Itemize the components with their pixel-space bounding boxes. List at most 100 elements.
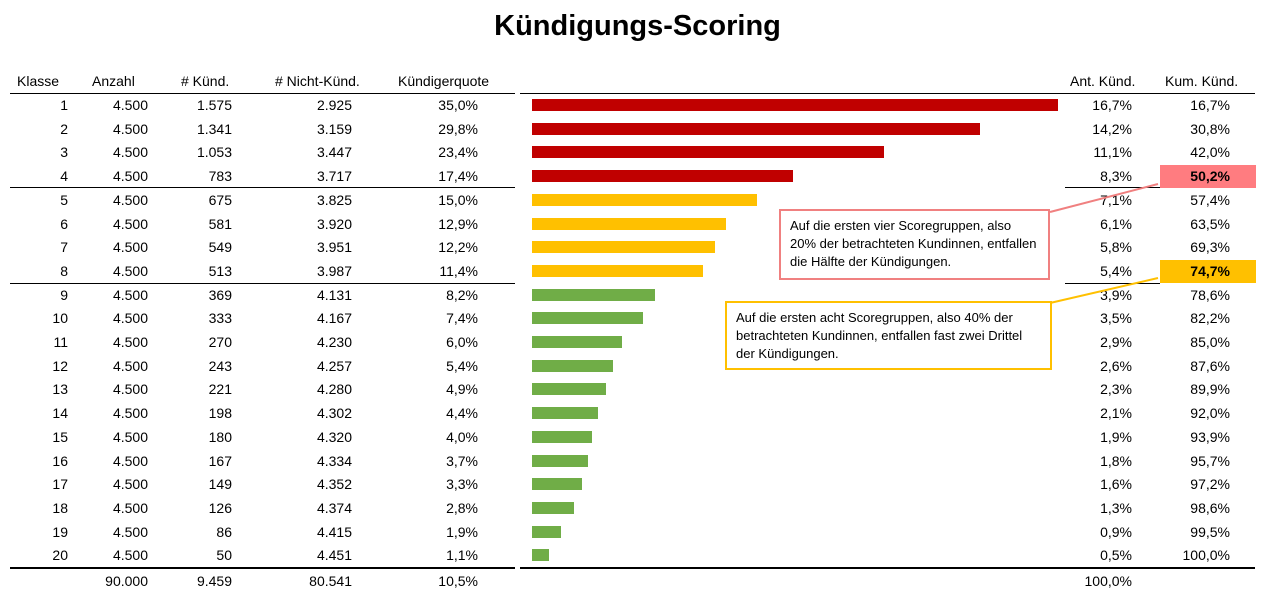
row-nicht-kuend: 4.374 <box>316 499 352 516</box>
row-anzahl: 4.500 <box>112 215 148 232</box>
total-ant-kuend: 100,0% <box>1084 573 1132 589</box>
row-ant-kuend: 6,1% <box>1100 215 1132 232</box>
row-klasse: 6 <box>60 215 68 232</box>
row-kum-kuend: 74,7% <box>1190 262 1230 279</box>
row-kum-kuend: 89,9% <box>1190 381 1230 398</box>
row-ant-kuend: 0,9% <box>1100 523 1132 540</box>
bar <box>532 549 549 562</box>
row-quote: 2,8% <box>446 499 478 516</box>
row-ant-kuend: 8,3% <box>1100 168 1132 185</box>
row-klasse: 13 <box>52 381 68 398</box>
row-kum-kuend: 98,6% <box>1190 499 1230 516</box>
row-kum-kuend: 82,2% <box>1190 310 1230 327</box>
header-rule <box>520 93 1065 94</box>
row-ant-kuend: 1,9% <box>1100 428 1132 445</box>
row-anzahl: 4.500 <box>112 405 148 422</box>
row-anzahl: 4.500 <box>112 334 148 350</box>
row-kum-kuend: 87,6% <box>1190 357 1230 374</box>
row-klasse: 1 <box>60 97 68 113</box>
row-quote: 1,9% <box>446 523 478 540</box>
bar <box>532 383 606 396</box>
bar <box>532 217 726 230</box>
row-quote: 4,0% <box>446 428 478 445</box>
row-anzahl: 4.500 <box>112 120 148 137</box>
row-ant-kuend: 2,6% <box>1100 357 1132 374</box>
row-anzahl: 4.500 <box>112 381 148 398</box>
row-kuend: 1.341 <box>196 120 232 137</box>
row-anzahl: 4.500 <box>112 547 148 564</box>
row-ant-kuend: 3,9% <box>1100 286 1132 303</box>
row-anzahl: 4.500 <box>112 168 148 185</box>
row-nicht-kuend: 3.920 <box>316 215 352 232</box>
row-anzahl: 4.500 <box>112 144 148 161</box>
row-kuend: 167 <box>208 452 232 469</box>
row-klasse: 12 <box>52 357 68 374</box>
row-anzahl: 4.500 <box>112 262 148 279</box>
row-kuend: 513 <box>208 262 232 279</box>
row-klasse: 9 <box>60 286 68 303</box>
row-quote: 17,4% <box>438 168 478 185</box>
row-nicht-kuend: 3.447 <box>316 144 352 161</box>
row-kum-kuend: 93,9% <box>1190 428 1230 445</box>
row-kum-kuend: 63,5% <box>1190 215 1230 232</box>
bar <box>532 501 575 514</box>
row-ant-kuend: 2,1% <box>1100 405 1132 422</box>
row-nicht-kuend: 3.951 <box>316 239 352 256</box>
row-kum-kuend: 16,7% <box>1190 97 1230 113</box>
row-anzahl: 4.500 <box>112 239 148 256</box>
row-ant-kuend: 3,5% <box>1100 310 1132 327</box>
row-klasse: 11 <box>53 334 68 350</box>
row-kum-kuend: 78,6% <box>1190 286 1230 303</box>
row-quote: 8,2% <box>446 286 478 303</box>
row-kum-kuend: 69,3% <box>1190 239 1230 256</box>
row-kum-kuend: 99,5% <box>1190 523 1230 540</box>
row-kuend: 50 <box>216 547 232 564</box>
row-kuend: 1.575 <box>196 97 232 113</box>
row-kum-kuend: 100,0% <box>1182 547 1230 564</box>
row-kuend: 86 <box>216 523 232 540</box>
row-quote: 1,1% <box>446 547 478 564</box>
row-nicht-kuend: 3.825 <box>316 191 352 208</box>
bar <box>532 525 561 538</box>
row-anzahl: 4.500 <box>112 357 148 374</box>
row-klasse: 17 <box>52 476 68 493</box>
chart-title: Kündigungs-Scoring <box>494 10 781 42</box>
row-nicht-kuend: 2.925 <box>316 97 352 113</box>
callout-leader-first <box>1049 183 1159 213</box>
row-kum-kuend: 97,2% <box>1190 476 1230 493</box>
row-klasse: 8 <box>60 262 68 279</box>
row-ant-kuend: 1,8% <box>1100 452 1132 469</box>
header-rule <box>1065 93 1255 94</box>
row-klasse: 2 <box>60 120 68 137</box>
row-ant-kuend: 5,4% <box>1100 262 1132 279</box>
row-ant-kuend: 5,8% <box>1100 239 1132 256</box>
row-kuend: 783 <box>208 168 232 185</box>
bar <box>532 99 1058 111</box>
row-quote: 11,4% <box>439 262 478 279</box>
row-klasse: 5 <box>60 191 68 208</box>
row-kuend: 221 <box>208 381 232 398</box>
header-rule <box>10 93 515 94</box>
bar <box>532 264 704 277</box>
totals-rule <box>10 567 515 569</box>
row-quote: 7,4% <box>446 310 478 327</box>
header-anzahl: Anzahl <box>92 73 135 89</box>
row-nicht-kuend: 4.131 <box>316 286 352 303</box>
row-klasse: 16 <box>52 452 68 469</box>
bar <box>532 193 758 206</box>
bar <box>532 241 716 254</box>
row-anzahl: 4.500 <box>112 286 148 303</box>
total-nicht-kuend: 80.541 <box>309 573 352 589</box>
bar <box>532 122 980 135</box>
row-anzahl: 4.500 <box>112 97 148 113</box>
row-anzahl: 4.500 <box>112 310 148 327</box>
row-quote: 5,4% <box>446 357 478 374</box>
row-quote: 35,0% <box>438 97 478 113</box>
row-anzahl: 4.500 <box>112 499 148 516</box>
group-separator-red-yellow <box>10 187 515 188</box>
row-nicht-kuend: 4.352 <box>316 476 352 493</box>
row-klasse: 19 <box>52 523 68 540</box>
cumulative-highlight <box>1160 259 1256 283</box>
row-kuend: 243 <box>208 357 232 374</box>
